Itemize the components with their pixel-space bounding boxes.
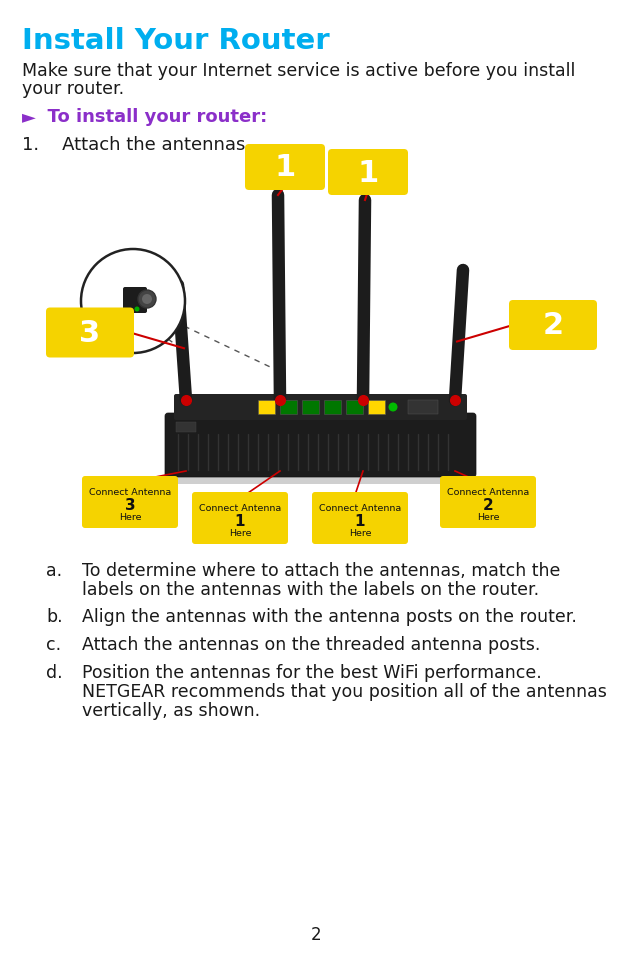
Text: Connect Antenna: Connect Antenna (199, 504, 281, 513)
FancyBboxPatch shape (245, 145, 325, 191)
Text: NETGEAR recommends that you position all of the antennas: NETGEAR recommends that you position all… (82, 682, 607, 701)
Text: Connect Antenna: Connect Antenna (89, 488, 171, 497)
Text: 2: 2 (482, 497, 493, 512)
Text: 1: 1 (358, 159, 379, 187)
Text: Here: Here (229, 529, 251, 537)
Text: ►: ► (22, 108, 36, 126)
FancyBboxPatch shape (509, 301, 597, 351)
Text: Attach the antennas on the threaded antenna posts.: Attach the antennas on the threaded ante… (82, 635, 541, 653)
Text: vertically, as shown.: vertically, as shown. (82, 702, 260, 719)
Text: Align the antennas with the antenna posts on the router.: Align the antennas with the antenna post… (82, 607, 577, 626)
Circle shape (81, 250, 185, 354)
FancyBboxPatch shape (324, 401, 341, 414)
Text: 1: 1 (354, 513, 365, 529)
FancyBboxPatch shape (171, 469, 475, 484)
FancyBboxPatch shape (346, 401, 363, 414)
Text: c.: c. (46, 635, 61, 653)
FancyBboxPatch shape (165, 413, 476, 478)
Circle shape (138, 290, 156, 308)
Text: 3: 3 (125, 497, 135, 512)
Circle shape (389, 403, 398, 412)
FancyBboxPatch shape (408, 401, 438, 414)
FancyBboxPatch shape (280, 401, 297, 414)
Text: your router.: your router. (22, 80, 124, 98)
Text: a.: a. (46, 561, 62, 579)
Text: Here: Here (119, 512, 141, 522)
Text: Make sure that your Internet service is active before you install: Make sure that your Internet service is … (22, 62, 575, 80)
Text: Here: Here (349, 529, 371, 537)
Text: Position the antennas for the best WiFi performance.: Position the antennas for the best WiFi … (82, 663, 542, 681)
Text: Connect Antenna: Connect Antenna (319, 504, 401, 513)
Text: 3: 3 (79, 319, 101, 348)
Circle shape (142, 295, 152, 305)
FancyBboxPatch shape (368, 401, 385, 414)
FancyBboxPatch shape (312, 492, 408, 545)
Text: labels on the antennas with the labels on the router.: labels on the antennas with the labels o… (82, 580, 539, 599)
Text: 2: 2 (542, 311, 563, 340)
FancyBboxPatch shape (328, 150, 408, 196)
Text: Here: Here (477, 512, 499, 522)
Circle shape (134, 308, 139, 312)
FancyBboxPatch shape (440, 477, 536, 529)
FancyBboxPatch shape (192, 492, 288, 545)
FancyBboxPatch shape (258, 401, 275, 414)
Text: 1: 1 (274, 154, 296, 183)
Text: To install your router:: To install your router: (35, 108, 267, 126)
FancyBboxPatch shape (174, 395, 467, 421)
Text: Install Your Router: Install Your Router (22, 27, 330, 55)
Text: d.: d. (46, 663, 63, 681)
FancyBboxPatch shape (82, 477, 178, 529)
FancyBboxPatch shape (46, 308, 134, 358)
Circle shape (408, 403, 418, 412)
Text: b.: b. (46, 607, 63, 626)
Text: 1: 1 (235, 513, 245, 529)
FancyBboxPatch shape (176, 423, 196, 432)
Text: 2: 2 (311, 925, 322, 943)
FancyBboxPatch shape (123, 287, 147, 313)
Text: 1.    Attach the antennas.: 1. Attach the antennas. (22, 136, 251, 154)
Text: Connect Antenna: Connect Antenna (447, 488, 529, 497)
FancyBboxPatch shape (302, 401, 319, 414)
Text: To determine where to attach the antennas, match the: To determine where to attach the antenna… (82, 561, 560, 579)
